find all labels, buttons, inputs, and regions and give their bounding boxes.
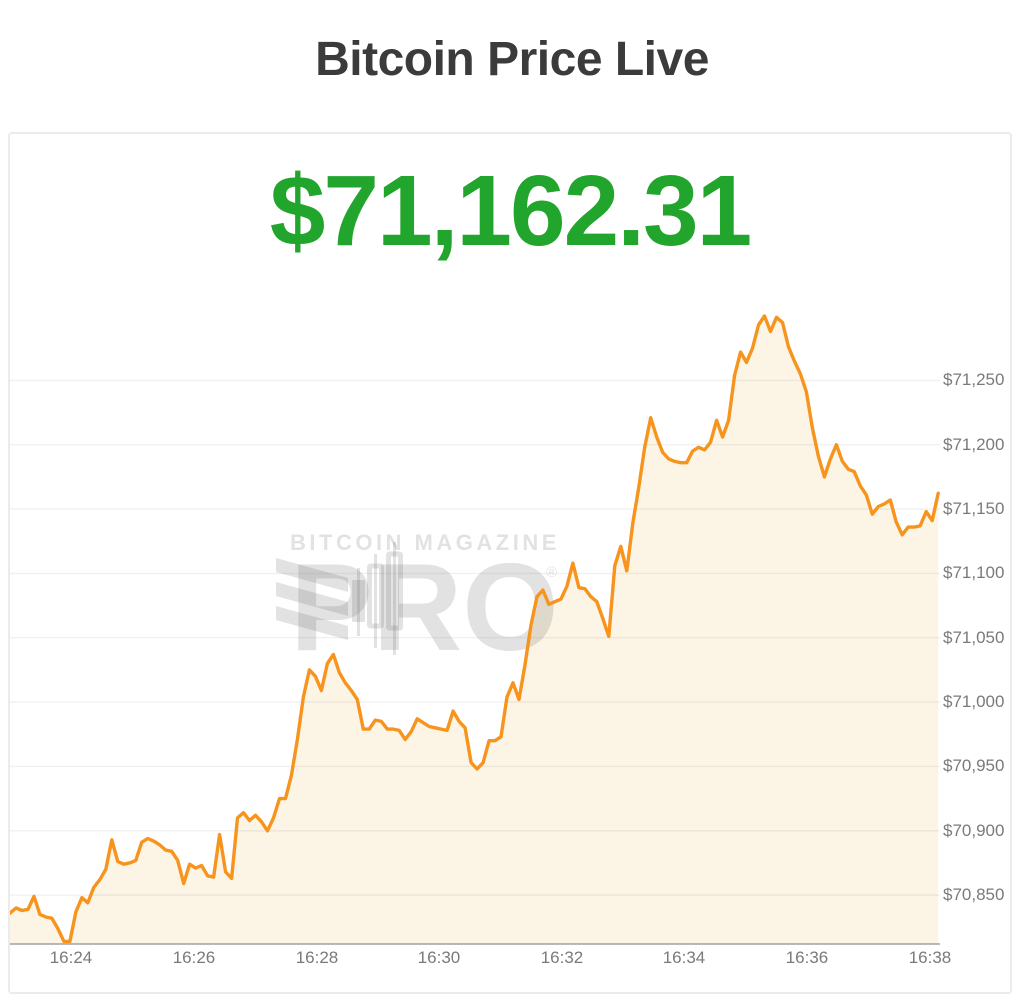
price-chart-card: $71,162.31 <box>8 132 1012 994</box>
y-axis-label: $71,000 <box>943 692 1005 711</box>
y-axis-label: $71,200 <box>943 435 1005 454</box>
x-axis-label: 16:36 <box>785 948 829 967</box>
y-axis-label: $71,150 <box>943 499 1005 518</box>
x-axis-label: 16:32 <box>540 948 584 967</box>
watermark-pro-text: PRO <box>290 539 559 677</box>
y-axis-label: $70,850 <box>943 885 1005 904</box>
x-axis-label: 16:34 <box>662 948 706 967</box>
price-line <box>10 314 940 944</box>
registered-mark: ® <box>546 564 558 581</box>
bitcoin-magazine-pro-logo-icon <box>276 542 403 655</box>
x-axis-label: 16:28 <box>295 948 339 967</box>
watermark-brand-text: BITCOIN MAGAZINE <box>290 530 560 555</box>
area-fill <box>10 316 939 944</box>
x-axis-label: 16:38 <box>908 948 952 967</box>
x-axis-label: 16:26 <box>172 948 216 967</box>
live-price: $71,162.31 <box>10 156 1010 266</box>
page-title: Bitcoin Price Live <box>315 33 709 86</box>
live-price-value: $71,162.31 <box>269 155 752 267</box>
watermark: BITCOIN MAGAZINE PRO ® <box>276 530 560 677</box>
watermark-text: BITCOIN MAGAZINE PRO ® <box>290 530 560 677</box>
y-axis-label: $71,250 <box>943 370 1005 389</box>
y-axis-label: $71,100 <box>943 563 1005 582</box>
x-axis-label: 16:30 <box>417 948 461 967</box>
y-axis-label: $70,950 <box>943 756 1005 775</box>
x-axis-label: 16:24 <box>49 948 93 967</box>
y-axis-label: $71,050 <box>943 628 1005 647</box>
y-axis-label: $70,900 <box>943 821 1005 840</box>
